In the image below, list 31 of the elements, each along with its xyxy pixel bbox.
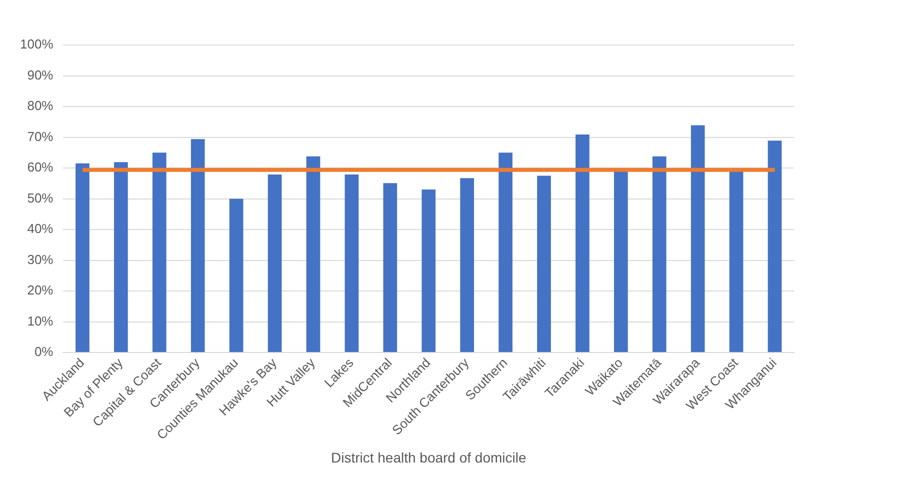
bar (652, 156, 666, 352)
y-tick-label: 10% (27, 313, 54, 328)
y-tick-label: 80% (27, 98, 54, 114)
bar (729, 171, 744, 352)
y-tick-label: 0% (34, 344, 54, 360)
y-tick-label: 70% (27, 128, 54, 144)
bar (768, 140, 782, 352)
y-tick-label: 100% (20, 36, 54, 52)
y-tick-label: 20% (27, 282, 54, 298)
bar (690, 125, 705, 352)
bar (190, 139, 205, 352)
bar (576, 134, 590, 352)
bar (537, 176, 551, 352)
bar (383, 183, 398, 352)
y-tick-label: 40% (27, 221, 54, 236)
bar (306, 156, 320, 352)
y-tick-label: 50% (27, 190, 54, 206)
y-tick-label: 30% (27, 252, 54, 267)
x-axis-title: District health board of domicile (330, 449, 526, 466)
bar (229, 198, 244, 352)
y-tick-label: 90% (27, 67, 54, 82)
bar (114, 162, 128, 352)
bar (344, 174, 359, 352)
y-tick-label: 60% (27, 160, 54, 175)
bar (422, 190, 436, 352)
bar (76, 163, 90, 352)
bar (152, 152, 166, 352)
bar (614, 171, 628, 352)
bar (498, 152, 512, 352)
bar (268, 174, 282, 352)
bar (460, 178, 474, 352)
